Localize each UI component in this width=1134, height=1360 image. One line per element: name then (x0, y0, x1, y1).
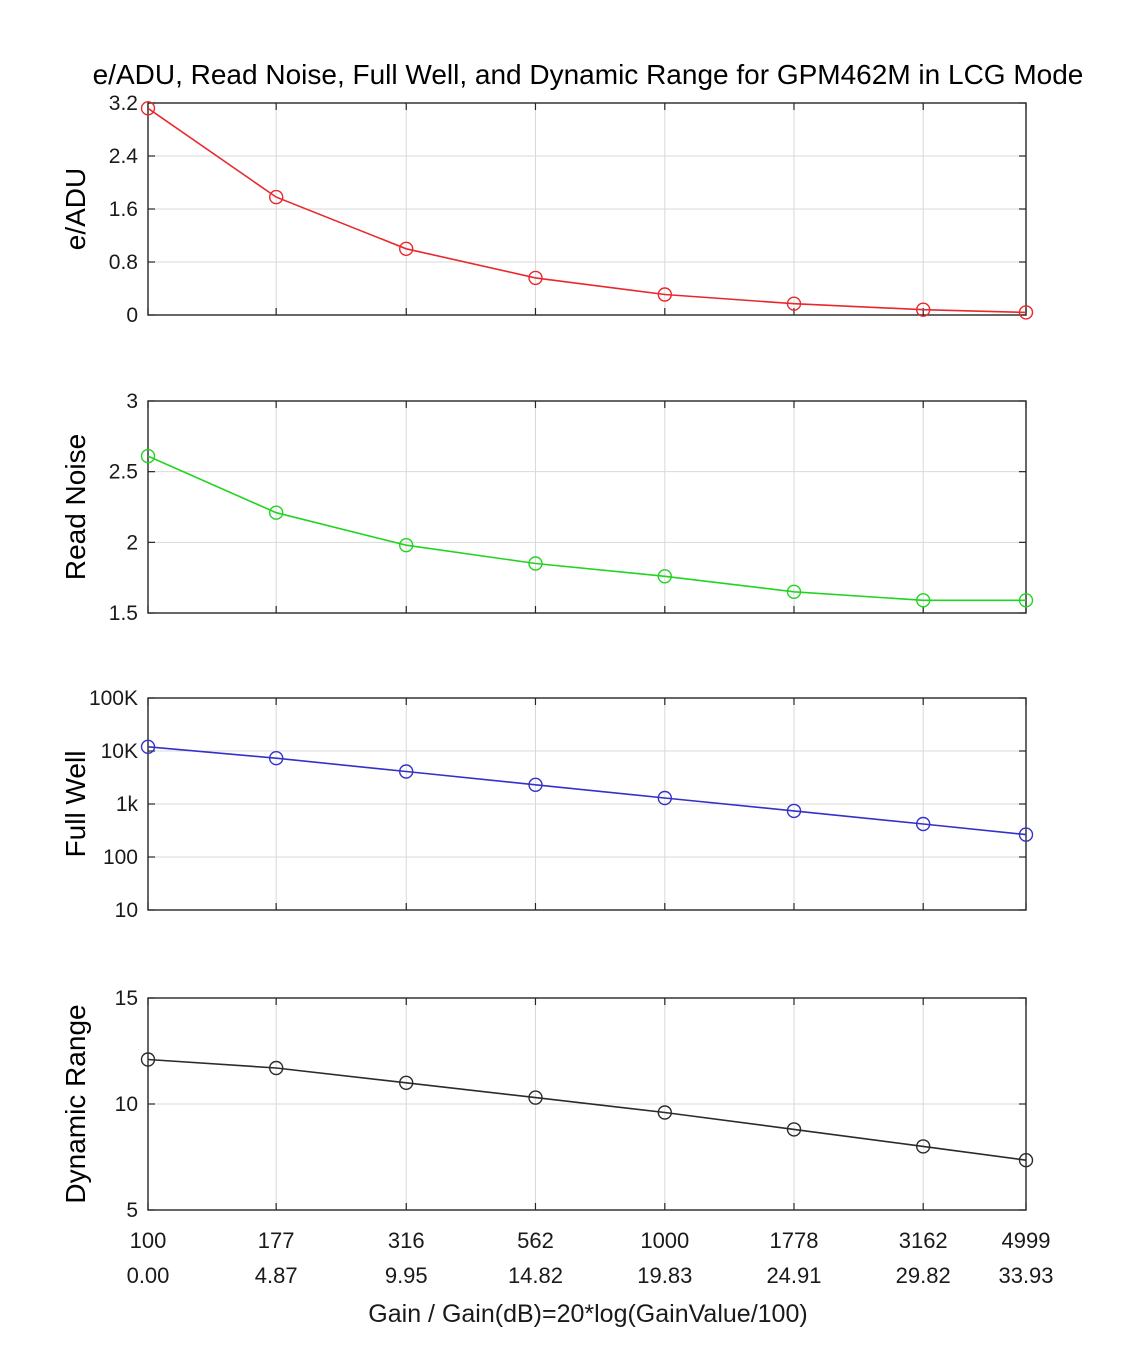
y-tick-label: 2.4 (109, 145, 139, 168)
plot-frame (147, 400, 1027, 614)
data-point-marker (916, 593, 931, 608)
series-line (147, 746, 1027, 836)
x-tick-label-db: 14.82 (508, 1263, 563, 1288)
data-point-marker (399, 1075, 414, 1091)
data-point-marker (528, 777, 543, 792)
x-tick-label-gain: 1778 (770, 1228, 819, 1253)
y-tick-label: 2.5 (109, 461, 138, 484)
data-point-marker (786, 584, 802, 599)
data-point-marker (1018, 1152, 1034, 1168)
x-tick-label-gain: 177 (258, 1228, 295, 1253)
data-point-marker (269, 1060, 284, 1076)
data-point-marker (786, 803, 802, 819)
data-point-marker (1018, 593, 1034, 608)
data-point-marker (399, 241, 414, 257)
y-tick-label: 1k (116, 793, 139, 816)
x-tick-label-gain: 1000 (640, 1228, 689, 1253)
data-point-marker (399, 538, 414, 553)
series-line (147, 107, 1027, 314)
y-tick-label: 1.6 (109, 198, 138, 221)
x-tick-label-db: 19.83 (637, 1263, 692, 1288)
data-point-marker (1018, 827, 1034, 842)
y-tick-label: 100 (103, 846, 138, 869)
y-tick-label: 15 (115, 987, 138, 1010)
x-tick-label-db: 0.00 (127, 1263, 170, 1288)
y-tick-label: 100K (89, 687, 138, 710)
x-tick-label-db: 24.91 (766, 1263, 821, 1288)
data-point-marker (528, 556, 543, 571)
data-point-marker (528, 1090, 543, 1105)
x-tick-label-db: 29.82 (896, 1263, 951, 1288)
x-tick-label-gain: 4999 (1002, 1228, 1051, 1253)
x-tick-label-db: 4.87 (255, 1263, 298, 1288)
data-point-marker (657, 1105, 672, 1120)
data-point-marker (269, 189, 284, 205)
data-point-marker (916, 302, 931, 317)
data-point-marker (140, 1052, 156, 1067)
y-tick-label: 1.5 (109, 602, 138, 625)
data-point-marker (916, 1139, 931, 1154)
y-tick-label: 10 (115, 1093, 138, 1116)
y-tick-label: 3 (126, 390, 138, 413)
x-tick-label-db: 9.95 (385, 1263, 428, 1288)
data-point-marker (528, 270, 543, 286)
x-axis-label: Gain / Gain(dB)=20*log(GainValue/100) (368, 1300, 808, 1328)
chart-title: e/ADU, Read Noise, Full Well, and Dynami… (92, 59, 1084, 90)
x-tick-label-gain: 316 (388, 1228, 425, 1253)
x-tick-label-gain: 562 (517, 1228, 554, 1253)
data-point-marker (657, 569, 672, 584)
y-tick-label: 0 (126, 304, 138, 327)
x-tick-label-db: 33.93 (998, 1263, 1053, 1288)
series-line (147, 455, 1026, 602)
series-line (147, 1058, 1027, 1161)
data-point-marker (140, 739, 156, 754)
x-tick-label-gain: 3162 (899, 1228, 948, 1253)
data-point-marker (786, 1122, 802, 1137)
data-point-marker (399, 764, 414, 779)
data-point-marker (1018, 305, 1034, 320)
x-tick-label-gain: 100 (130, 1228, 167, 1253)
y-tick-label: 10 (115, 899, 138, 922)
data-point-marker (269, 505, 284, 520)
data-point-marker (657, 287, 672, 302)
y-tick-label: 10K (101, 740, 138, 763)
y-tick-label: 2 (126, 531, 138, 554)
data-point-marker (786, 296, 802, 311)
data-point-marker (916, 816, 931, 832)
data-point-marker (269, 751, 284, 766)
y-tick-label: 0.8 (109, 251, 138, 274)
data-point-marker (140, 101, 156, 116)
data-point-marker (140, 448, 156, 464)
data-point-marker (657, 790, 672, 806)
y-tick-label: 5 (126, 1199, 138, 1222)
y-tick-label: 3.2 (109, 92, 138, 115)
